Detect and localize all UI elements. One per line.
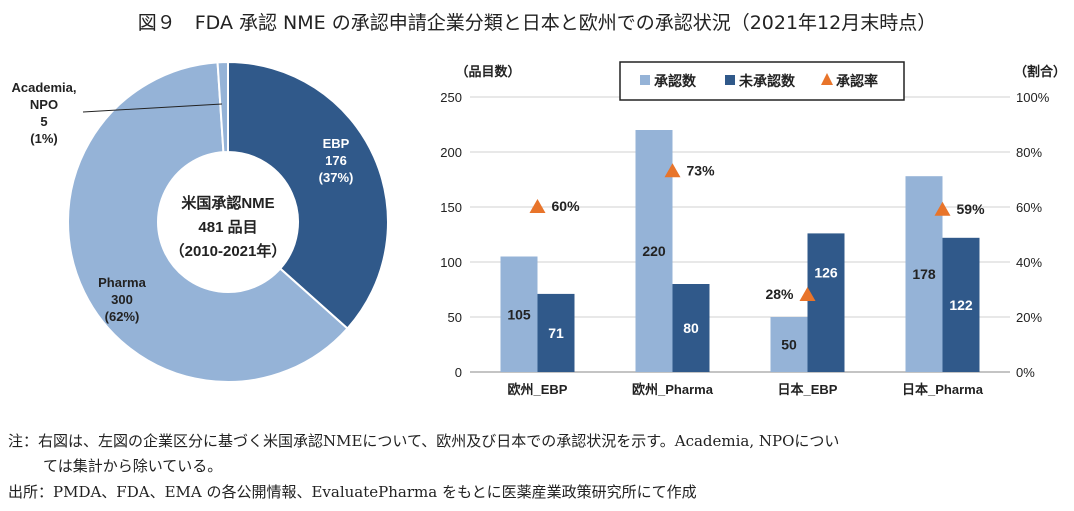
center-label: （2010-2021年） xyxy=(170,242,287,260)
bar-label-unapproved: 122 xyxy=(949,297,973,313)
x-tick-label: 日本_Pharma xyxy=(902,382,984,397)
rate-marker xyxy=(664,163,681,178)
y2-axis-label: （割合） xyxy=(1014,64,1066,79)
legend-triangle xyxy=(821,73,833,85)
source-note: 出所：PMDA、FDA、EMA の各公開情報、EvaluatePharma をも… xyxy=(8,483,697,501)
y-tick-label: 150 xyxy=(440,200,462,215)
figure-title: 図９ FDA 承認 NME の承認申請企業分類と日本と欧州での承認状況（2021… xyxy=(137,12,937,34)
bar-label-approved: 178 xyxy=(912,266,936,282)
slice-label: NPO xyxy=(30,97,58,112)
bar-approved xyxy=(770,317,808,372)
bar-label-unapproved: 80 xyxy=(683,320,699,336)
legend-swatch xyxy=(640,75,650,85)
bar-approved xyxy=(500,256,538,372)
rate-marker xyxy=(529,199,546,213)
slice-label: (37%) xyxy=(319,170,354,185)
y2-tick-label: 80% xyxy=(1016,145,1042,160)
leader-line xyxy=(82,103,223,113)
bar-unapproved xyxy=(807,233,845,372)
legend-label: 承認率 xyxy=(836,73,878,89)
bar-unapproved xyxy=(537,293,575,372)
note-line-2: ては集計から除いている。 xyxy=(43,457,223,475)
rate-label: 59% xyxy=(957,201,986,217)
y-tick-label: 250 xyxy=(440,90,462,105)
bar-label-approved: 220 xyxy=(642,243,666,259)
x-tick-label: 欧州_EBP xyxy=(508,382,568,397)
bar-label-unapproved: 71 xyxy=(548,325,564,341)
bar-label-approved: 105 xyxy=(507,306,531,322)
slice-label: Pharma xyxy=(98,275,146,290)
slice-label: 176 xyxy=(325,153,347,168)
rate-marker xyxy=(799,287,816,301)
slice-label: (62%) xyxy=(105,309,140,324)
bar-label-unapproved: 126 xyxy=(814,265,838,281)
note-line-1: 注：右図は、左図の企業区分に基づく米国承認NMEについて、欧州及び日本での承認状… xyxy=(8,432,840,450)
slice-label: 5 xyxy=(40,114,47,129)
legend-swatch xyxy=(725,75,735,85)
x-tick-label: 欧州_Pharma xyxy=(632,382,714,397)
bar-label-approved: 50 xyxy=(781,337,797,353)
y2-tick-label: 0% xyxy=(1016,365,1035,380)
y-tick-label: 50 xyxy=(448,310,462,325)
donut-slice-ebp xyxy=(227,60,389,330)
legend-label: 承認数 xyxy=(654,73,697,89)
slice-label: EBP xyxy=(323,136,350,151)
y-tick-label: 0 xyxy=(455,365,462,380)
bar-approved xyxy=(905,176,943,372)
rate-label: 28% xyxy=(765,286,794,302)
bar-unapproved xyxy=(672,284,710,372)
legend-label: 未承認数 xyxy=(739,73,796,89)
center-label: 481 品目 xyxy=(198,219,257,236)
x-tick-label: 日本_EBP xyxy=(778,382,838,397)
rate-label: 73% xyxy=(687,162,716,178)
donut-slice-academia-npo xyxy=(216,60,229,154)
y-axis-label: （品目数） xyxy=(455,64,520,79)
y2-tick-label: 40% xyxy=(1016,255,1042,270)
bar-unapproved xyxy=(942,237,980,372)
y2-tick-label: 20% xyxy=(1016,310,1042,325)
legend-box xyxy=(619,61,905,101)
center-label: 米国承認NME xyxy=(181,194,274,212)
slice-label: 300 xyxy=(111,292,133,307)
bar-approved xyxy=(635,130,673,372)
rate-label: 60% xyxy=(552,198,581,214)
slice-label: Academia, xyxy=(11,80,76,95)
chart-area: EBP 176 (37%) Pharma 300 (62%) Academia, NPO 5 (1… xyxy=(11,60,1066,397)
y-tick-label: 200 xyxy=(440,145,462,160)
rate-marker xyxy=(934,201,951,216)
y-tick-label: 100 xyxy=(440,255,462,270)
slice-label: (1%) xyxy=(30,131,57,146)
donut-slice-pharma xyxy=(67,61,349,383)
y2-tick-label: 100% xyxy=(1016,90,1050,105)
y2-tick-label: 60% xyxy=(1016,200,1042,215)
